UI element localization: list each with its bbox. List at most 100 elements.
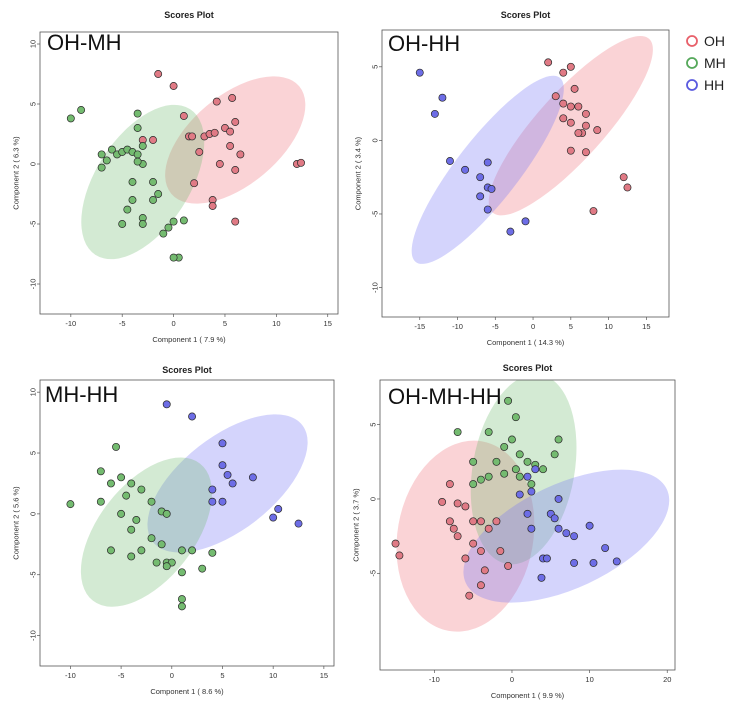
data-point-oh (476, 517, 485, 526)
data-point-hh (523, 509, 532, 518)
data-point-mh (102, 156, 111, 165)
points-layer (66, 70, 305, 262)
data-point-mh (169, 253, 178, 262)
x-tick-label: 10 (269, 671, 277, 680)
data-point-oh (559, 114, 568, 123)
data-point-oh (476, 581, 485, 590)
ellipse-layer (411, 35, 653, 264)
data-point-oh (169, 82, 178, 90)
data-point-mh (149, 178, 157, 186)
data-point-hh (188, 412, 197, 421)
data-point-hh (430, 109, 439, 118)
x-axis-label: Component 1 ( 8.6 %) (150, 687, 224, 696)
data-point-mh (511, 465, 520, 474)
data-point-oh (195, 148, 204, 156)
plot-title: Scores Plot (501, 10, 551, 20)
y-axis-label: Component 2 ( 3.4 %) (354, 136, 363, 210)
data-point-oh (226, 142, 235, 150)
data-point-oh (559, 68, 568, 77)
data-point-oh (551, 92, 560, 101)
data-point-hh (228, 479, 237, 488)
y-tick-label: 0 (29, 512, 38, 516)
data-point-mh (132, 516, 141, 524)
x-tick-label: 15 (642, 322, 650, 331)
data-point-hh (274, 505, 283, 513)
x-axis-label: Component 1 ( 7.9 %) (152, 335, 226, 344)
data-point-oh (504, 561, 513, 570)
confidence-ellipse-hh (147, 414, 308, 553)
data-point-oh (449, 524, 458, 533)
data-point-oh (297, 158, 305, 167)
confidence-ellipse-mh (81, 104, 205, 260)
data-point-mh (128, 196, 137, 204)
data-point-mh (484, 472, 493, 481)
data-point-hh (218, 497, 227, 506)
data-point-mh (107, 479, 115, 488)
points-layer (391, 396, 621, 600)
y-tick-label: -5 (369, 570, 378, 577)
x-tick-label: 0 (170, 671, 174, 680)
data-point-oh (179, 112, 188, 120)
data-point-oh (566, 102, 575, 111)
legend-marker-mh (686, 57, 698, 69)
data-point-mh (469, 480, 478, 489)
data-point-mh (453, 428, 462, 437)
data-point-oh (210, 128, 219, 137)
legend-label-oh: OH (704, 33, 725, 49)
data-point-mh (137, 546, 146, 555)
data-point-mh (511, 413, 520, 422)
data-point-hh (523, 472, 532, 481)
x-tick-label: 0 (510, 675, 514, 684)
data-point-oh (619, 173, 628, 182)
x-tick-label: -15 (414, 322, 425, 331)
data-point-oh (593, 126, 602, 135)
data-point-oh (231, 217, 240, 226)
data-point-hh (554, 524, 563, 533)
y-axis-label: Component 2 ( 5.6 %) (12, 486, 21, 560)
comparison-tag: MH-HH (45, 382, 118, 407)
data-point-hh (550, 514, 559, 523)
data-point-oh (570, 84, 579, 93)
data-point-hh (585, 521, 594, 530)
data-point-oh (544, 58, 553, 67)
data-point-oh (623, 183, 632, 192)
plot-frame (379, 379, 676, 671)
data-point-oh (231, 166, 240, 174)
data-point-mh (500, 442, 509, 451)
x-tick-label: 15 (320, 671, 328, 680)
data-point-oh (395, 551, 404, 560)
x-tick-label: 0 (531, 322, 535, 331)
data-point-hh (415, 68, 424, 77)
data-point-mh (177, 602, 186, 611)
data-point-oh (231, 118, 240, 126)
y-axis-label: Component 2 ( 3.7 %) (352, 488, 361, 562)
comparison-tag: OH-MH-HH (388, 384, 502, 409)
x-tick-label: -10 (65, 319, 76, 328)
data-point-oh (188, 132, 197, 141)
data-point-mh (96, 467, 105, 476)
data-point-mh (147, 497, 156, 506)
data-point-hh (223, 470, 232, 479)
data-point-mh (123, 205, 132, 214)
x-tick-label: -5 (118, 671, 125, 680)
data-point-hh (589, 558, 598, 567)
confidence-ellipse-oh (396, 440, 535, 632)
data-point-hh (612, 557, 621, 566)
data-point-hh (269, 513, 278, 522)
y-tick-label: 5 (369, 423, 378, 427)
data-point-hh (218, 461, 227, 470)
data-point-oh (212, 97, 221, 106)
data-point-mh (157, 540, 166, 549)
x-tick-label: -5 (492, 322, 499, 331)
x-tick-label: -10 (65, 671, 76, 680)
y-tick-label: 5 (371, 65, 380, 69)
data-point-hh (218, 439, 227, 448)
y-tick-label: -10 (371, 282, 380, 293)
data-point-oh (492, 517, 501, 526)
data-point-oh (438, 497, 447, 506)
y-tick-label: 10 (29, 40, 38, 48)
data-point-mh (133, 109, 142, 118)
data-point-oh (391, 539, 400, 548)
data-point-mh (177, 568, 186, 577)
points-layer (415, 58, 632, 236)
